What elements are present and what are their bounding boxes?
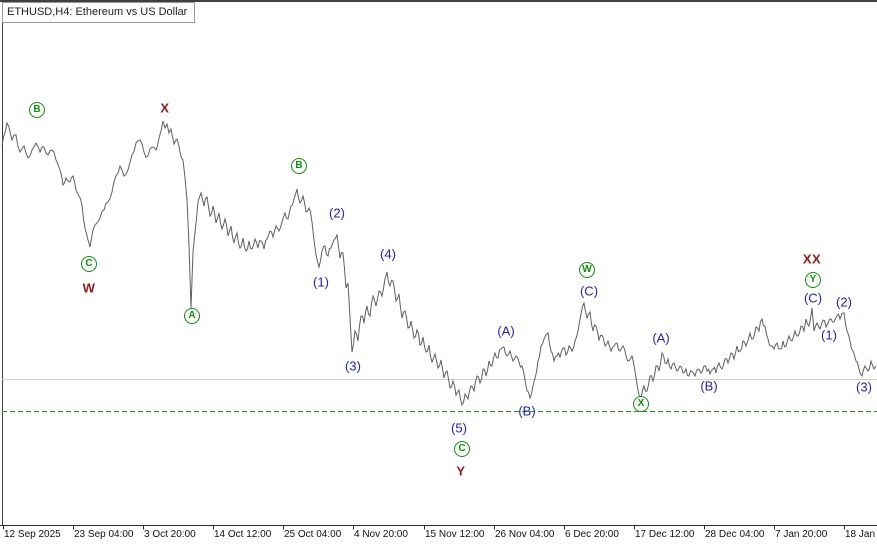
x-axis-label: 15 Nov 12:00 [425, 529, 485, 540]
wave-label-xx[interactable]: XX [802, 251, 822, 267]
x-axis-label: 4 Nov 20:00 [354, 529, 408, 540]
wave-label-a[interactable]: (A) [497, 323, 515, 339]
wave-label-2[interactable]: (2) [329, 205, 345, 221]
wave-label-w[interactable]: W [82, 280, 96, 296]
window-top-border [0, 0, 877, 2]
x-axis-label: 6 Dec 20:00 [565, 529, 619, 540]
wave-label-x[interactable]: X [160, 100, 170, 116]
x-axis-label: 7 Jan 20:00 [775, 529, 828, 540]
x-axis-label: 14 Oct 12:00 [214, 529, 272, 540]
wave-label-c[interactable]: (C) [803, 290, 823, 306]
x-axis-label: 28 Dec 04:00 [705, 529, 765, 540]
price-line [1, 120, 877, 407]
x-axis-label: 23 Sep 04:00 [74, 529, 134, 540]
wave-label-4[interactable]: (4) [380, 246, 396, 262]
wave-label-c[interactable]: (C) [579, 283, 599, 299]
wave-label-1[interactable]: (1) [821, 327, 837, 343]
x-axis-label: 17 Dec 12:00 [635, 529, 695, 540]
chart-title: ETHUSD,H4: Ethereum vs US Dollar [7, 6, 188, 18]
wave-label-2[interactable]: (2) [836, 294, 852, 310]
wave-label-c[interactable]: C [81, 256, 97, 272]
wave-label-y[interactable]: Y [456, 463, 466, 479]
wave-label-y[interactable]: Y [805, 272, 821, 288]
wave-label-b[interactable]: (B) [700, 378, 718, 394]
wave-label-w[interactable]: W [579, 262, 595, 278]
wave-label-x[interactable]: X [633, 396, 649, 412]
x-axis-label: 3 Oct 20:00 [144, 529, 196, 540]
wave-label-3[interactable]: (3) [345, 358, 361, 374]
wave-label-b[interactable]: (B) [518, 403, 536, 419]
wave-label-a[interactable]: (A) [652, 330, 670, 346]
wave-label-3[interactable]: (3) [856, 379, 872, 395]
wave-label-b[interactable]: B [29, 102, 45, 118]
x-axis-label: 18 Jan 12:00 [845, 529, 877, 540]
wave-label-a[interactable]: A [184, 308, 200, 324]
wave-label-c[interactable]: C [454, 441, 470, 457]
x-axis-label: 25 Oct 04:00 [284, 529, 342, 540]
x-axis-label: 26 Nov 04:00 [495, 529, 555, 540]
wave-label-5[interactable]: (5) [451, 420, 467, 436]
x-axis-label: 12 Sep 2025 [4, 529, 61, 540]
wave-label-b[interactable]: B [291, 158, 307, 174]
chart-title-box: ETHUSD,H4: Ethereum vs US Dollar [2, 2, 196, 23]
chart-left-border [2, 0, 3, 525]
wave-label-1[interactable]: (1) [313, 274, 329, 290]
